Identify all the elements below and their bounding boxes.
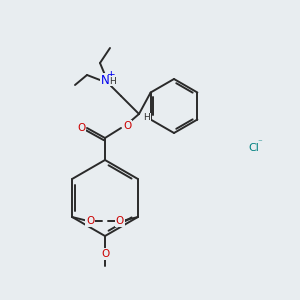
Text: O: O — [77, 123, 85, 133]
Text: N: N — [100, 74, 109, 86]
Text: H: H — [144, 113, 150, 122]
Text: O: O — [86, 216, 94, 226]
Text: Cl: Cl — [248, 143, 259, 153]
Text: O: O — [101, 249, 109, 259]
Text: O: O — [123, 121, 131, 131]
Text: H: H — [110, 76, 116, 85]
Text: ⁻: ⁻ — [258, 139, 262, 148]
Text: O: O — [116, 216, 124, 226]
Text: +: + — [107, 70, 115, 80]
